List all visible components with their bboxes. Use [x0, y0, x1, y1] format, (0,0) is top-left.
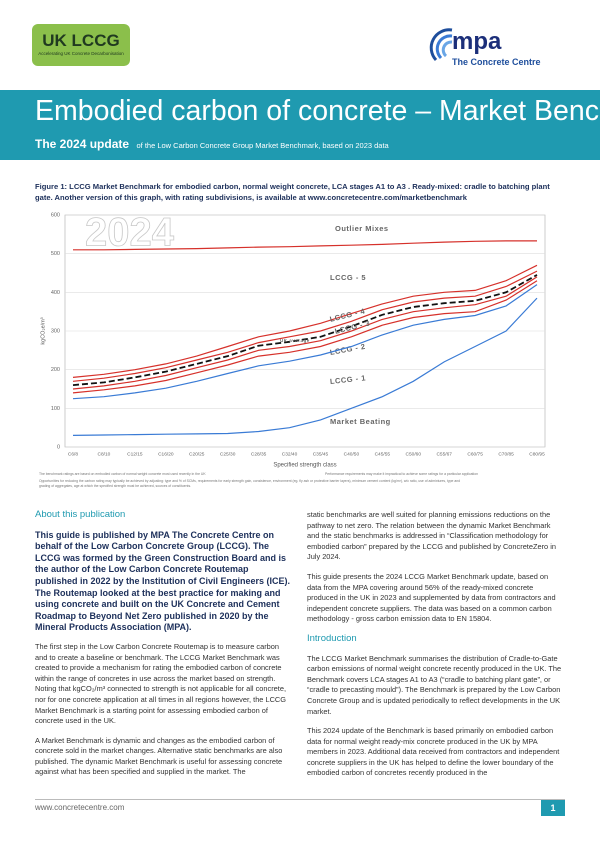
x-tick-label: C8/10	[98, 451, 111, 457]
series-label: Outlier Mixes	[335, 224, 389, 233]
update: The 2024 update	[35, 137, 130, 151]
lccg-subtitle: Accelerating UK Concrete Decarbonisation	[38, 51, 124, 56]
right-column: static benchmarks are well suited for pl…	[307, 510, 564, 788]
page-number: 1	[541, 800, 565, 816]
series-label: LCCG - 5	[330, 273, 366, 282]
x-tick-label: C12/15	[127, 451, 143, 457]
lccg-logo: UK LCCG Accelerating UK Concrete Decarbo…	[32, 24, 130, 66]
x-tick-label: C40/50	[344, 451, 360, 457]
series-line	[72, 297, 538, 436]
y-axis-label: kgCO₂e/m³	[40, 317, 46, 344]
series-label: UK average	[280, 338, 310, 343]
x-tick-label: C45/55	[375, 451, 391, 457]
series-line	[72, 264, 538, 378]
paragraph: This guide presents the 2024 LCCG Market…	[307, 571, 556, 624]
y-tick-label: 0	[57, 444, 60, 450]
series-label: LCCG - 1	[329, 373, 366, 386]
banner-subtitle: The 2024 update of the Low Carbon Concre…	[35, 135, 389, 153]
x-tick-label: C32/40	[282, 451, 298, 457]
series-line	[72, 276, 538, 390]
x-tick-label: C80/95	[529, 451, 545, 457]
paragraph: The first step in the Low Carbon Concret…	[35, 641, 287, 726]
series-line	[72, 280, 538, 394]
mpa-icon	[429, 28, 453, 62]
x-axis-label: Specified strength class	[273, 463, 336, 469]
paragraph: A Market Benchmark is dynamic and change…	[35, 735, 283, 777]
banner-title: Embodied carbon of concrete – Market Ben…	[35, 95, 600, 127]
series-line	[72, 274, 538, 386]
paragraph: The LCCG Market Benchmark summarises the…	[307, 653, 562, 716]
x-tick-label: C50/60	[406, 451, 422, 457]
mpa-title: mpa	[452, 28, 502, 55]
section-heading: About this publication	[35, 509, 126, 520]
banner	[0, 90, 600, 160]
y-tick-label: 300	[51, 328, 60, 334]
y-tick-label: 400	[51, 290, 60, 296]
x-tick-label: C25/30	[220, 451, 236, 457]
x-tick-label: C35/45	[313, 451, 329, 457]
footnote: Opportunities for reducing the carbon ra…	[39, 479, 460, 488]
x-tick-label: C6/8	[68, 451, 78, 457]
y-tick-label: 600	[51, 212, 60, 218]
series-line	[72, 284, 538, 400]
footer-rule	[35, 799, 565, 800]
footnote: The benchmark ratings are based on embod…	[39, 472, 206, 476]
lccg-title: UK LCCG	[42, 31, 120, 50]
lead-paragraph: This guide is published by MPA The Concr…	[35, 529, 291, 633]
x-tick-label: C60/75	[467, 451, 483, 457]
series-label: Market Beating	[330, 417, 391, 426]
x-tick-label: C70/85	[498, 451, 514, 457]
figure-caption: Figure 1: LCCG Market Benchmark for embo…	[35, 182, 550, 202]
y-tick-label: 200	[51, 367, 60, 373]
mpa-subtitle: The Concrete Centre	[452, 57, 541, 67]
update-note: of the Low Carbon Concrete Group Market …	[136, 141, 389, 150]
watermark: 2024	[85, 211, 175, 255]
x-tick-label: C55/67	[436, 451, 452, 457]
x-tick-label: C16/20	[158, 451, 174, 457]
paragraph: static benchmarks are well suited for pl…	[307, 510, 556, 562]
section-heading: Introduction	[307, 632, 357, 644]
x-tick-label: C28/35	[251, 451, 267, 457]
series-line	[73, 240, 537, 251]
paragraph: This 2024 update of the Benchmark is bas…	[307, 726, 560, 778]
y-tick-label: 500	[51, 251, 60, 257]
y-tick-label: 100	[51, 406, 60, 412]
x-tick-label: C20/25	[189, 451, 205, 457]
chart: 0 100 200 300 400 500 600 C6/8 C8/10 C12/15 C16/20…	[39, 210, 546, 488]
footnote: Performance requirements may make it imp…	[325, 472, 478, 476]
left-column: About this publication This guide is publ…	[35, 509, 292, 787]
series-line	[72, 270, 538, 382]
footer-url: www.concretecentre.com	[35, 803, 125, 812]
